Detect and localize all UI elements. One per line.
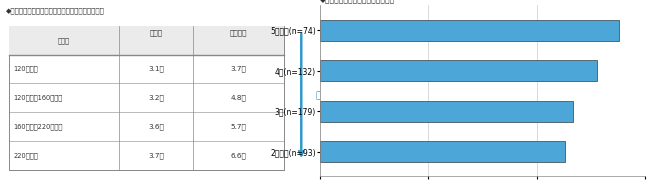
Bar [320,20,619,41]
Text: 220㎡以上: 220㎡以上 [14,152,38,159]
Bar [320,101,573,122]
Text: ◆建物の延面積とテレビ・エアコン所有台数の関係: ◆建物の延面積とテレビ・エアコン所有台数の関係 [6,7,105,14]
Bar [9,26,284,170]
Text: 160㎡以上220㎡未満: 160㎡以上220㎡未満 [14,123,63,130]
Bar [320,141,564,162]
Text: ◆テレビ所有数とエネルギー消費量: ◆テレビ所有数とエネルギー消費量 [320,0,395,5]
Text: エアコン: エアコン [229,30,247,36]
Text: 120㎡以上160㎡未満: 120㎡以上160㎡未満 [14,94,63,101]
Text: 4.8台: 4.8台 [231,94,246,101]
Text: 増加: 増加 [316,91,327,100]
Text: 3.1台: 3.1台 [148,66,164,72]
Text: 3.2台: 3.2台 [148,94,164,101]
Text: テレビ: テレビ [150,30,163,36]
Text: 3.6台: 3.6台 [148,123,164,130]
Text: 120㎡未満: 120㎡未満 [14,66,38,72]
Text: 5.7台: 5.7台 [231,123,246,130]
Bar [9,26,284,55]
Text: 6.6台: 6.6台 [231,152,246,159]
Text: 3.7台: 3.7台 [148,152,164,159]
Text: 延面積: 延面積 [58,37,70,44]
Text: 3.7台: 3.7台 [231,66,246,72]
Bar [320,60,597,81]
